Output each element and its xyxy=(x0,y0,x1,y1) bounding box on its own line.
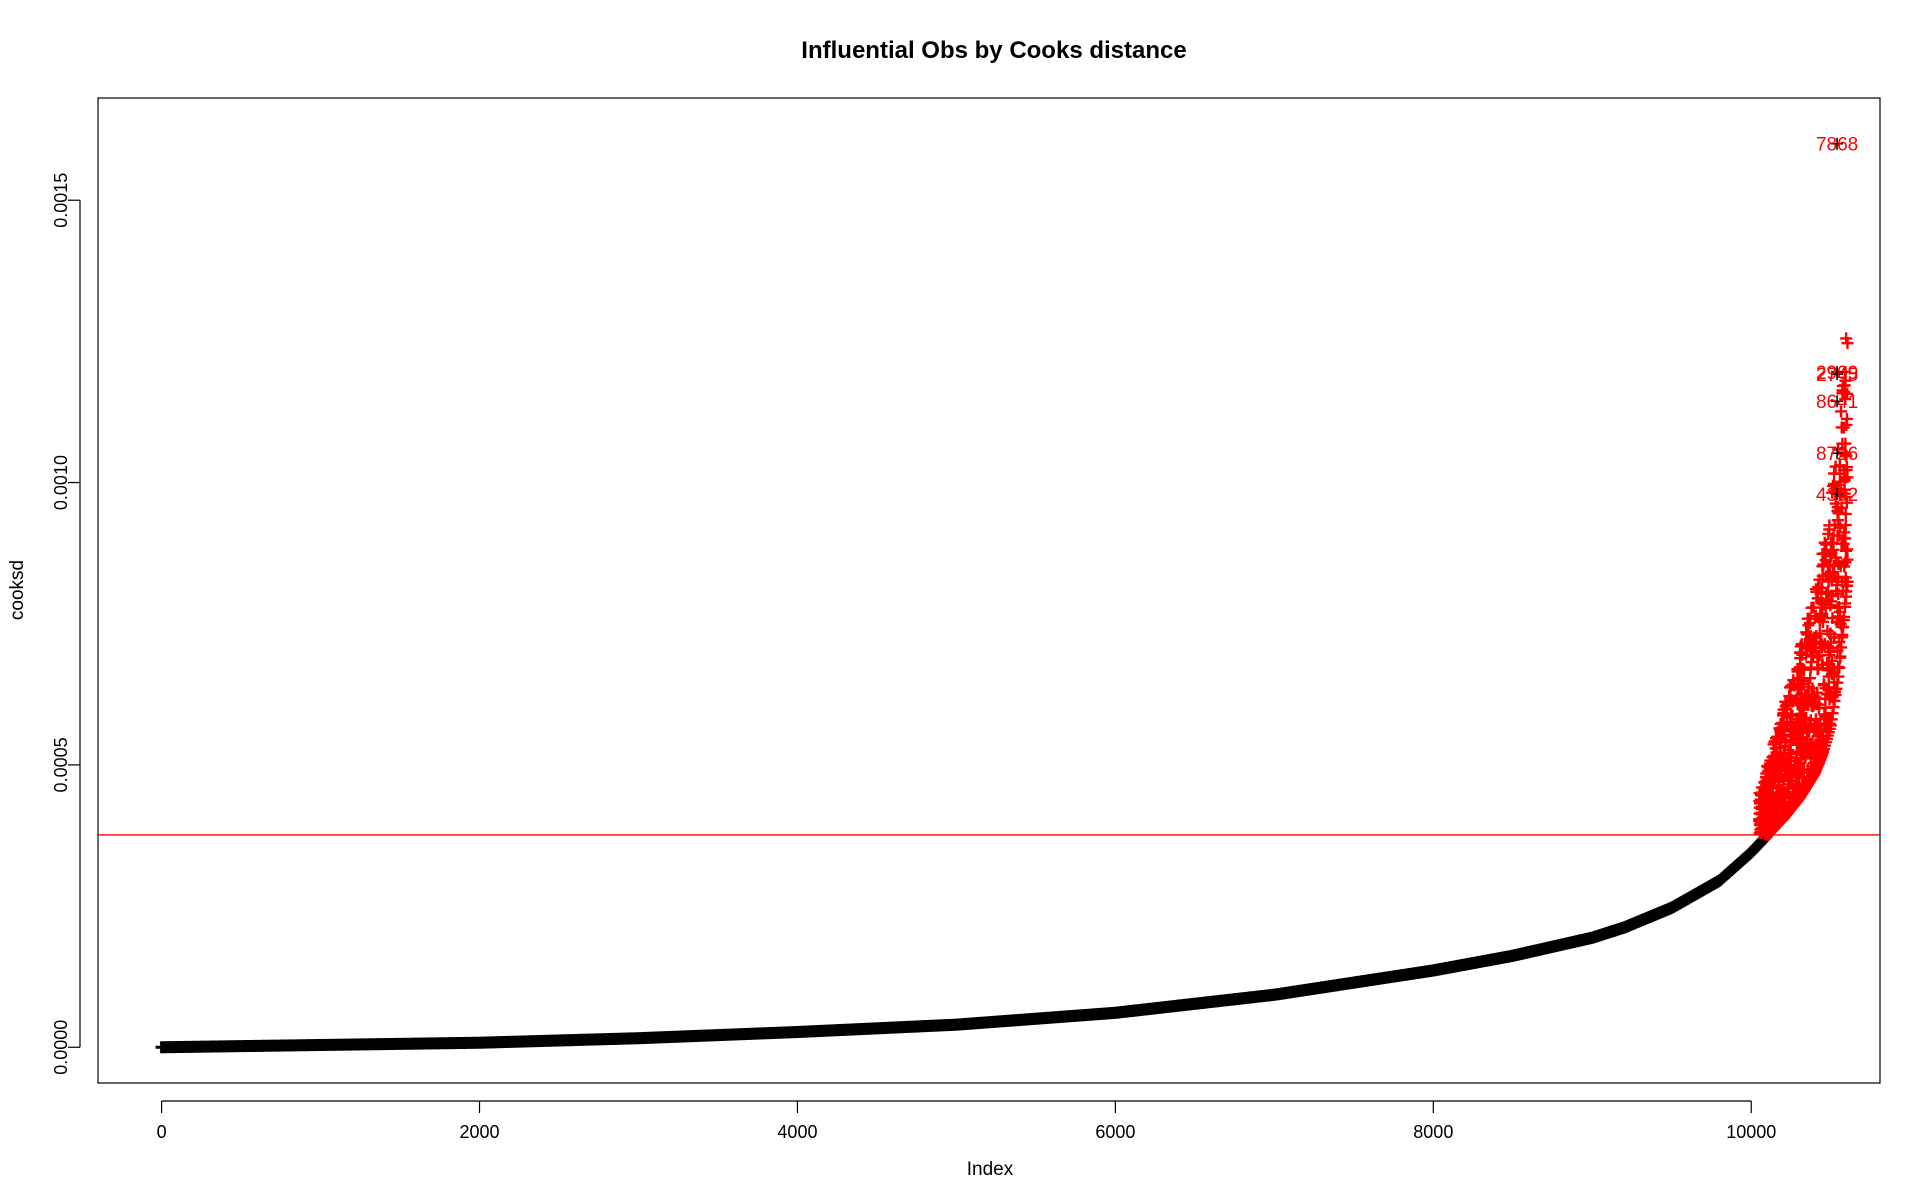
y-tick-label: 0.0000 xyxy=(51,1020,71,1075)
labeled-point-marker xyxy=(1831,487,1844,500)
labeled-point-marker xyxy=(1831,368,1844,381)
x-tick-label: 8000 xyxy=(1413,1122,1453,1142)
chart-title: Influential Obs by Cooks distance xyxy=(801,37,1186,64)
x-axis: 0 2000 4000 6000 8000 10000 xyxy=(157,1100,1776,1142)
x-tick-label: 4000 xyxy=(777,1122,817,1142)
labeled-point-marker xyxy=(1831,395,1844,408)
y-axis: 0.0000 0.0005 0.0010 0.0015 xyxy=(51,173,81,1075)
y-tick-label: 0.0010 xyxy=(51,455,71,510)
plot-area-border xyxy=(97,97,1881,1084)
labeled-point-marker xyxy=(1831,137,1844,150)
y-axis-label: cooksd xyxy=(7,560,28,620)
x-tick-label: 10000 xyxy=(1726,1122,1776,1142)
y-tick-label: 0.0015 xyxy=(51,173,71,228)
x-tick-label: 2000 xyxy=(459,1122,499,1142)
point-series-normal xyxy=(155,829,1773,1054)
point-label: 2745 xyxy=(1816,365,1858,386)
labeled-point-marker xyxy=(1831,447,1844,460)
point-label: 4362 xyxy=(1816,485,1858,506)
point-label: 8641 xyxy=(1816,392,1858,413)
point-label: 7868 xyxy=(1816,135,1858,156)
x-tick-label: 6000 xyxy=(1095,1122,1135,1142)
x-tick-label: 0 xyxy=(157,1122,167,1142)
y-tick-label: 0.0005 xyxy=(51,737,71,792)
data-points-normal xyxy=(155,829,1773,1054)
point-label: 8726 xyxy=(1816,444,1858,465)
x-axis-label: Index xyxy=(967,1159,1014,1180)
